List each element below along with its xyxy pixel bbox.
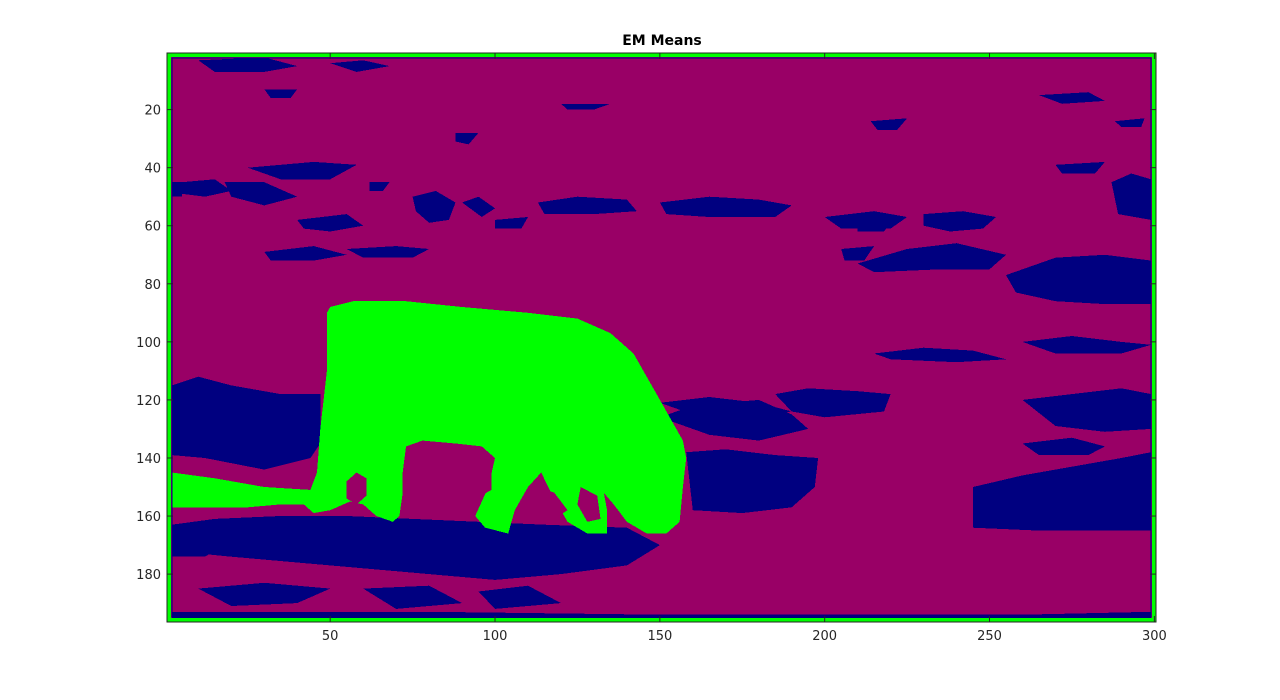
class-2-region-4 [577, 487, 601, 522]
class-2-region-3 [531, 487, 568, 519]
y-tick-label: 80 [144, 278, 161, 293]
class-1-region-46 [857, 222, 891, 232]
class-1-region-32 [181, 179, 232, 197]
class-1-region-20 [1111, 173, 1152, 220]
class-1-region-23 [412, 190, 456, 223]
class-2-region-1 [346, 472, 367, 505]
class-1-region-47 [171, 182, 182, 197]
y-tick-label: 120 [136, 394, 161, 409]
class-1-region-31 [247, 161, 357, 180]
class-1-region-38 [870, 118, 908, 130]
class-1-region-37 [1039, 92, 1105, 104]
class-1-region-40 [1114, 118, 1145, 127]
class-1-region-24 [659, 397, 792, 418]
y-tick-label: 180 [136, 568, 161, 583]
edge-class-frame [167, 53, 1156, 622]
class-1-region-29 [264, 246, 347, 261]
class-1-region-25 [923, 211, 997, 232]
class-1-region-49 [1022, 437, 1105, 456]
class-1-region-9 [478, 585, 561, 609]
class-1-region-22 [537, 196, 637, 215]
class-1-region-17 [1022, 336, 1152, 354]
class-1-region-45 [841, 246, 875, 261]
class-1-region-5 [171, 376, 321, 470]
class-1-region-39 [1055, 161, 1105, 174]
class-1-region-42 [369, 182, 390, 191]
y-tick-label: 60 [144, 220, 161, 235]
y-tick-label: 20 [144, 104, 161, 119]
class-1-region-34 [330, 60, 390, 72]
y-axis: 20 40 60 80 100 120 140 160 180 [136, 104, 1156, 583]
class-1-region-44 [495, 217, 528, 229]
class-1-region-30 [224, 182, 298, 206]
x-tick-label: 150 [647, 629, 672, 644]
x-tick-label: 200 [812, 629, 837, 644]
class-1-region-16 [1022, 388, 1152, 432]
edge-inner-line [171, 57, 1152, 618]
chart-title: EM Means [622, 33, 702, 49]
class-1-region-28 [346, 246, 430, 258]
class-1-region-43 [297, 214, 364, 232]
plot-area [166, 52, 1157, 623]
x-axis: 50 100 150 200 250 300 [322, 53, 1167, 644]
y-tick-label: 40 [144, 162, 161, 177]
class-1-region-14 [874, 347, 1006, 363]
x-tick-label: 100 [483, 629, 508, 644]
class-2-region-2 [409, 455, 492, 502]
class-1-region-19 [857, 243, 1006, 273]
class-1-region-6 [171, 516, 660, 580]
class-1-region-48 [171, 539, 225, 557]
class-1-region-18 [1006, 254, 1152, 305]
x-tick-label: 250 [977, 629, 1002, 644]
y-tick-label: 140 [136, 452, 161, 467]
class-1-region-35 [264, 89, 298, 98]
class-1-region-12 [686, 449, 819, 514]
x-tick-label: 300 [1142, 629, 1167, 644]
class-1-region-15 [973, 452, 1152, 531]
class-1-region-13 [775, 388, 891, 418]
class-1-region-33 [198, 57, 298, 72]
class-1-region-7 [198, 582, 331, 606]
y-tick-label: 100 [136, 336, 161, 351]
class-3-region-0 [171, 301, 687, 534]
class-1-region-27 [462, 196, 495, 217]
x-tick-label: 50 [322, 629, 339, 644]
class-1-region-36 [561, 103, 611, 110]
class-1-region-41 [455, 132, 479, 145]
class-1-region-21 [659, 196, 792, 217]
class-1-region-8 [363, 585, 463, 609]
y-tick-label: 160 [136, 510, 161, 525]
axes-box [166, 52, 1157, 623]
